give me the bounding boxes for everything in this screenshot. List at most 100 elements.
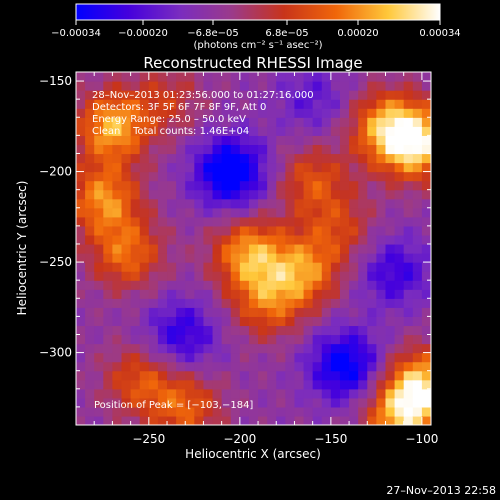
heatmap-cell: [94, 289, 104, 299]
footer-timestamp: 27–Nov–2013 22:58: [386, 484, 496, 497]
heatmap-cell: [194, 135, 205, 146]
heatmap-cell: [221, 271, 232, 281]
heatmap-cell: [85, 108, 95, 118]
heatmap-cell: [358, 162, 368, 173]
heatmap-cell: [157, 216, 168, 227]
heatmap-cell: [157, 171, 168, 182]
heatmap-cell: [376, 361, 387, 372]
heatmap-cell: [358, 289, 368, 299]
heatmap-cell: [421, 271, 431, 281]
heatmap-cell: [330, 225, 341, 236]
heatmap-cell: [148, 81, 159, 91]
heatmap-cell: [276, 280, 286, 290]
heatmap-cell: [76, 180, 86, 191]
heatmap-cell: [376, 225, 387, 236]
heatmap-cell: [239, 415, 250, 425]
heatmap-cell: [85, 198, 95, 209]
heatmap-cell: [312, 262, 323, 272]
heatmap-cell: [285, 198, 296, 209]
heatmap-cell: [76, 415, 86, 425]
heatmap-cell: [239, 379, 250, 390]
heatmap-cell: [157, 117, 168, 127]
heatmap-cell: [203, 379, 214, 390]
heatmap-cell: [103, 180, 114, 191]
heatmap-cell: [85, 352, 95, 363]
heatmap-cell: [267, 352, 277, 363]
heatmap-cell: [248, 361, 259, 372]
heatmap-cell: [385, 117, 396, 127]
heatmap-cell: [330, 388, 341, 399]
heatmap-cell: [294, 243, 305, 254]
heatmap-cell: [267, 198, 277, 209]
heatmap-cell: [285, 361, 296, 372]
heatmap-cell: [139, 216, 150, 227]
heatmap-cell: [267, 99, 277, 109]
heatmap-cell: [385, 370, 396, 381]
heatmap-cell: [221, 280, 232, 290]
heatmap-cell: [385, 316, 396, 327]
heatmap-cell: [194, 81, 205, 91]
heatmap-cell: [194, 189, 205, 200]
heatmap-cell: [212, 90, 223, 100]
heatmap-cell: [349, 388, 359, 399]
colorbar-tick-label: −6.8e−05: [187, 28, 239, 39]
heatmap-cell: [176, 207, 186, 218]
heatmap-cell: [412, 370, 423, 381]
heatmap-cell: [421, 370, 431, 381]
heatmap-cell: [76, 370, 86, 381]
heatmap-cell: [339, 135, 350, 146]
heatmap-cell: [130, 243, 141, 254]
heatmap-cell: [367, 198, 377, 209]
heatmap-cell: [358, 262, 368, 272]
heatmap-cell: [367, 225, 377, 236]
heatmap-cell: [103, 243, 114, 254]
heatmap-cell: [294, 325, 305, 336]
heatmap-cell: [185, 81, 195, 91]
heatmap-cell: [339, 144, 350, 155]
heatmap-cell: [221, 72, 232, 82]
heatmap-cell: [276, 325, 286, 336]
heatmap-cell: [194, 108, 205, 118]
heatmap-cell: [212, 289, 223, 299]
heatmap-cell: [330, 108, 341, 118]
heatmap-cell: [321, 361, 332, 372]
heatmap-cell: [157, 334, 168, 345]
heatmap-cell: [185, 243, 195, 254]
heatmap-cell: [412, 415, 423, 425]
heatmap-cell: [330, 253, 341, 263]
heatmap-cell: [403, 72, 414, 82]
heatmap-cell: [321, 352, 332, 363]
heatmap-cell: [157, 280, 168, 290]
heatmap-cell: [303, 216, 314, 227]
heatmap-cell: [412, 153, 423, 164]
heatmap-cell: [258, 388, 268, 399]
heatmap-cell: [85, 307, 95, 317]
heatmap-cell: [176, 388, 186, 399]
heatmap-cell: [121, 81, 132, 91]
heatmap-cell: [321, 189, 332, 200]
heatmap-cell: [121, 72, 132, 82]
heatmap-cell: [339, 379, 350, 390]
heatmap-cell: [212, 262, 223, 272]
heatmap-cell: [376, 262, 387, 272]
heatmap-cell: [76, 406, 86, 417]
heatmap-cell: [239, 280, 250, 290]
heatmap-cell: [412, 334, 423, 345]
heatmap-cell: [176, 99, 186, 109]
heatmap-cell: [394, 397, 405, 408]
heatmap-cell: [248, 99, 259, 109]
heatmap-cell: [94, 361, 104, 372]
heatmap-cell: [276, 81, 286, 91]
heatmap-cell: [76, 361, 86, 372]
heatmap-cell: [312, 117, 323, 127]
heatmap-cell: [148, 379, 159, 390]
heatmap-cell: [85, 207, 95, 218]
heatmap-cell: [130, 280, 141, 290]
heatmap-cell: [239, 180, 250, 191]
heatmap-cell: [385, 225, 396, 236]
heatmap-cell: [157, 180, 168, 191]
heatmap-cell: [185, 325, 195, 336]
heatmap-cell: [121, 379, 132, 390]
heatmap-cell: [103, 144, 114, 155]
